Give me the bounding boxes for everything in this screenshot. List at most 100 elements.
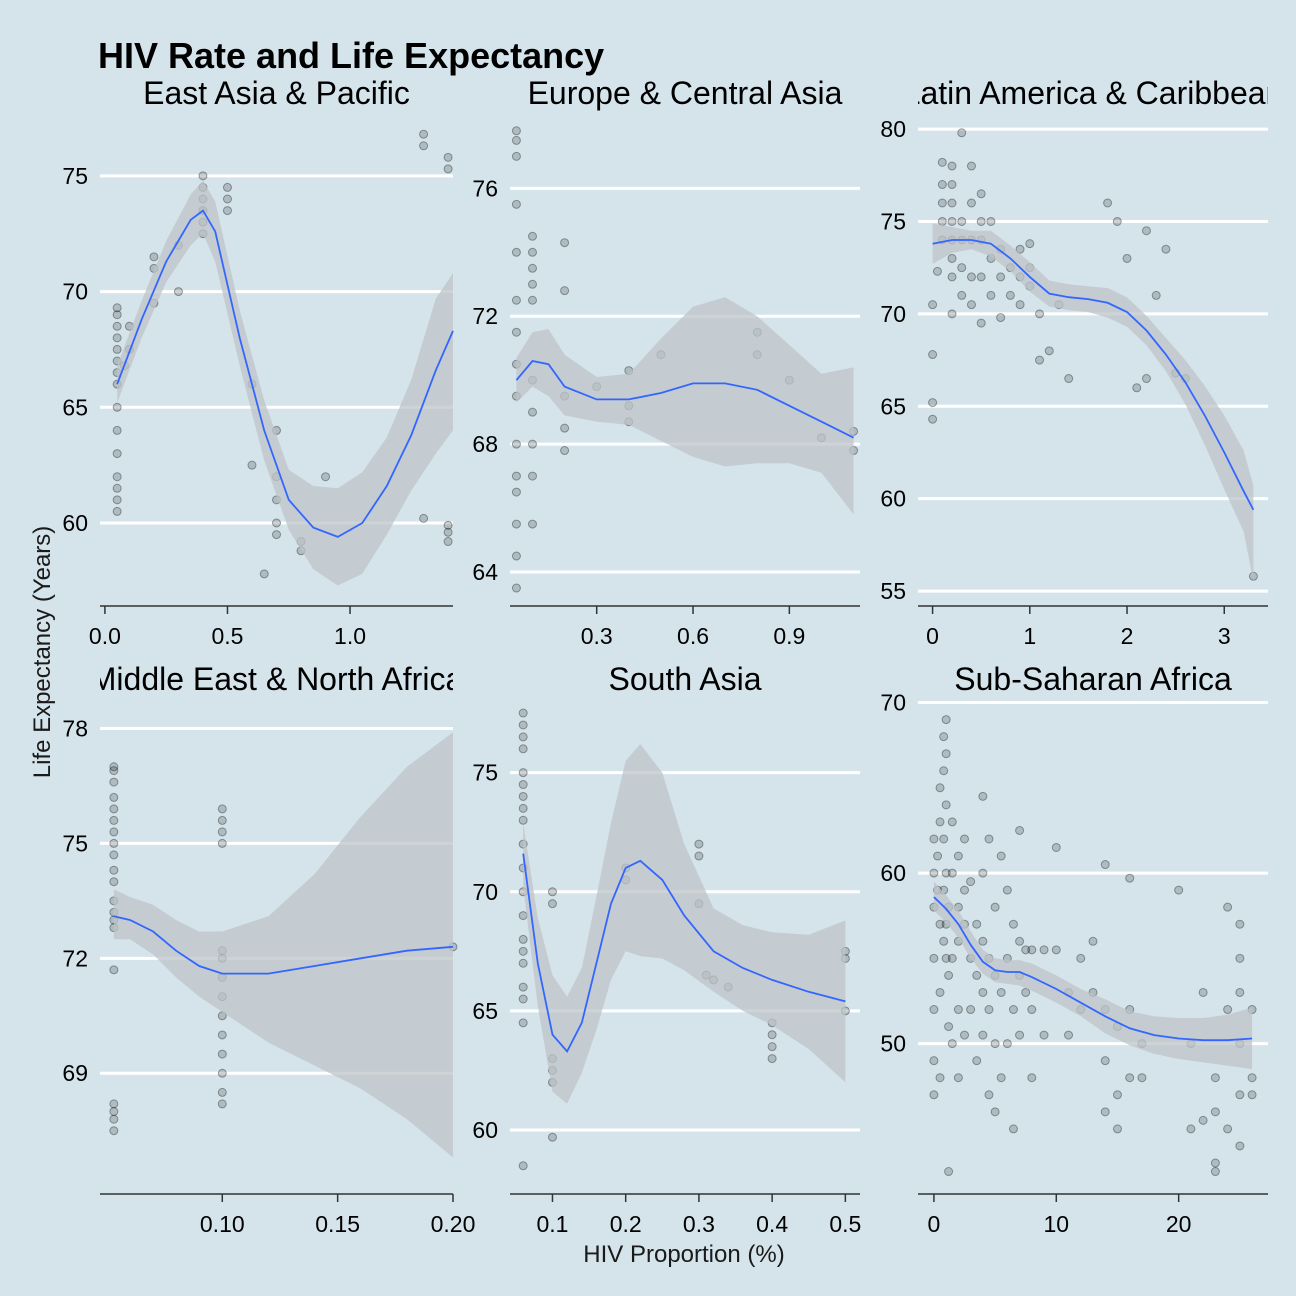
data-point (947, 817, 957, 827)
data-point (112, 321, 122, 331)
data-point (109, 777, 119, 787)
data-point (1122, 253, 1132, 263)
data-point (217, 804, 227, 814)
data-point (990, 902, 1000, 912)
y-tick-label: 72 (472, 303, 498, 329)
data-point (1125, 873, 1135, 883)
data-point (1174, 885, 1184, 895)
panel-title: Europe & Central Asia (528, 75, 843, 111)
data-point (928, 398, 938, 408)
data-point (217, 1087, 227, 1097)
x-tick-label: 0.15 (315, 1211, 360, 1237)
data-point (112, 449, 122, 459)
panels: East Asia & Pacific 60 65 70 75 0.0 0.5 1.0 Euro… (62, 75, 1284, 1237)
data-point (222, 206, 232, 216)
data-point (217, 1030, 227, 1040)
panel-title: Latin America & Caribbean (903, 75, 1284, 111)
data-point (1008, 1124, 1018, 1134)
panel-title: Sub-Saharan Africa (954, 661, 1232, 697)
data-point (518, 803, 528, 813)
data-point (1161, 244, 1171, 254)
data-point (1008, 919, 1018, 929)
data-point (109, 792, 119, 802)
data-point (217, 827, 227, 837)
data-point (1210, 1158, 1220, 1168)
data-point (518, 720, 528, 730)
data-point (978, 791, 988, 801)
data-point (112, 472, 122, 482)
data-point (935, 987, 945, 997)
x-tick-label: 0.5 (829, 1211, 861, 1237)
data-point (511, 487, 521, 497)
smooth-line (522, 853, 846, 1053)
data-point (947, 198, 957, 208)
data-point (1112, 1124, 1122, 1134)
x-tick-label: 10 (1043, 1211, 1069, 1237)
data-point (1064, 374, 1074, 384)
data-point (527, 295, 537, 305)
data-point (947, 180, 957, 190)
data-point (944, 1167, 954, 1177)
data-point (1248, 571, 1258, 581)
data-point (518, 982, 528, 992)
data-point (1210, 1107, 1220, 1117)
data-point (112, 303, 122, 313)
data-point (928, 350, 938, 360)
data-point (527, 439, 537, 449)
data-point (321, 472, 331, 482)
data-point (217, 815, 227, 825)
x-tick-label: 0.2 (610, 1211, 642, 1237)
panel-title: Middle East & North Africa (90, 661, 464, 697)
y-tick-label: 60 (62, 510, 88, 536)
data-point (109, 838, 119, 848)
smooth-line (515, 360, 855, 439)
data-point (112, 333, 122, 343)
data-point (518, 911, 528, 921)
data-point (1223, 1005, 1233, 1015)
panel-title: East Asia & Pacific (143, 75, 410, 111)
x-tick-label: 1 (1023, 623, 1036, 649)
data-point (957, 216, 967, 226)
data-point (1008, 1005, 1018, 1015)
x-tick-label: 0.4 (756, 1211, 788, 1237)
data-point (990, 1107, 1000, 1117)
data-point (937, 198, 947, 208)
data-point (694, 851, 704, 861)
data-point (1051, 945, 1061, 955)
data-point (939, 732, 949, 742)
data-point (937, 216, 947, 226)
data-point (518, 732, 528, 742)
data-point (443, 520, 453, 530)
data-point (1051, 842, 1061, 852)
data-point (984, 1005, 994, 1015)
data-point (1112, 216, 1122, 226)
data-point (419, 129, 429, 139)
chart-title: HIV Rate and Life Expectancy (98, 35, 604, 76)
data-point (929, 834, 939, 844)
data-point (518, 744, 528, 754)
data-point (527, 279, 537, 289)
data-point (518, 1018, 528, 1028)
data-point (1141, 374, 1151, 384)
y-tick-label: 64 (472, 559, 498, 585)
data-point (518, 994, 528, 1004)
panel: East Asia & Pacific 60 65 70 75 0.0 0.5 1.0 (62, 75, 454, 649)
data-point (984, 834, 994, 844)
data-point (518, 946, 528, 956)
data-point (272, 518, 281, 528)
data-point (217, 838, 227, 848)
data-point (1210, 1167, 1220, 1177)
data-point (976, 216, 986, 226)
x-tick-label: 3 (1218, 623, 1231, 649)
data-point (112, 506, 122, 516)
data-point (443, 527, 453, 537)
x-tick-label: 0.6 (677, 623, 709, 649)
data-point (984, 1090, 994, 1100)
y-tick-label: 68 (472, 431, 498, 457)
data-point (112, 483, 122, 493)
data-point (966, 198, 976, 208)
y-tick-label: 60 (880, 860, 906, 886)
x-tick-label: 0.9 (773, 623, 805, 649)
y-tick-label: 70 (880, 301, 906, 327)
x-tick-label: 0 (928, 1211, 941, 1237)
